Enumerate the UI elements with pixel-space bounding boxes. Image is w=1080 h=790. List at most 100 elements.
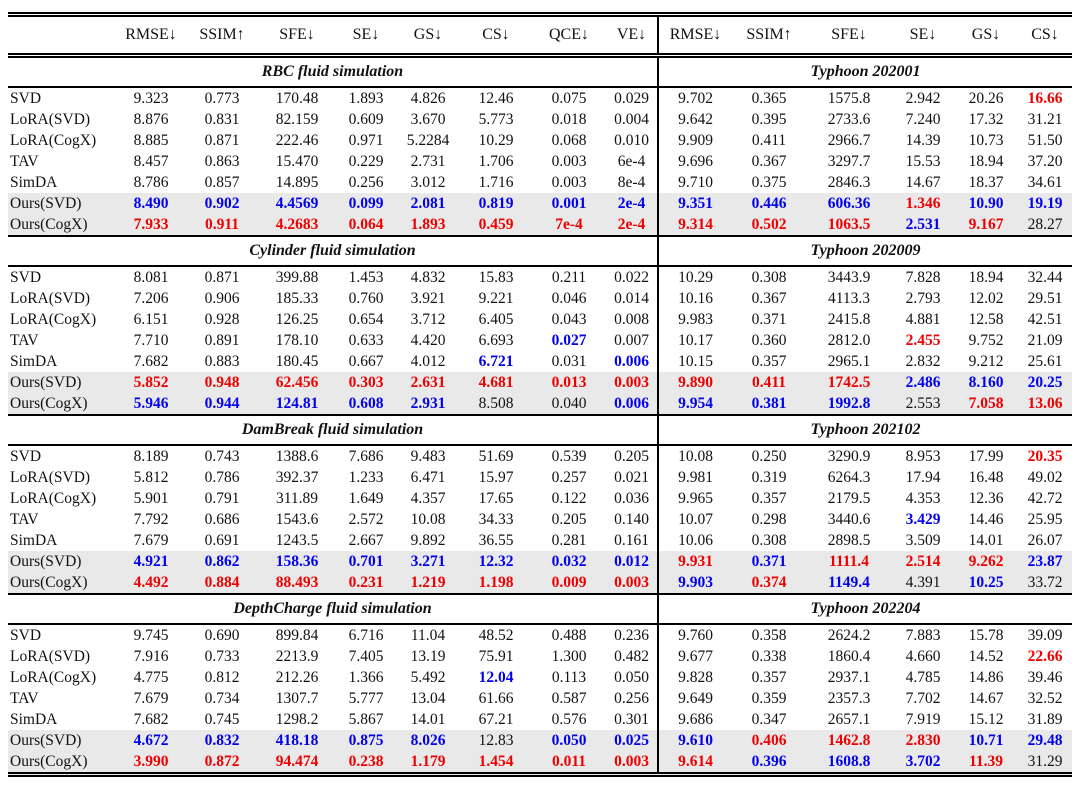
value-cell: 17.65 [478, 489, 514, 507]
value-cell: 9.221 [478, 289, 514, 307]
section-title-row: DepthCharge fluid simulation Typhoon 2022… [8, 593, 1072, 625]
value-cell: 0.303 [336, 372, 396, 393]
value-cell: 0.029 [614, 89, 649, 107]
method-column-header [8, 14, 116, 58]
value-cell: 1111.4 [806, 551, 892, 572]
value-cell: 0.374 [732, 572, 806, 594]
value-cell: 20.25 [1018, 372, 1072, 393]
value-cell: 8.457 [133, 152, 169, 170]
value-cell: 8.885 [133, 131, 169, 149]
method-cell: Ours(SVD) [8, 730, 116, 751]
value-cell: 0.667 [348, 352, 384, 370]
value-cell: 158.36 [258, 551, 336, 572]
value-cell: 0.010 [614, 131, 649, 149]
value-cell: 2.832 [905, 352, 941, 370]
value-cell: 0.308 [751, 531, 787, 549]
value-cell: 3290.9 [827, 447, 871, 465]
value-cell: 0.008 [614, 310, 649, 328]
value-cell: 0.733 [204, 647, 240, 665]
value-cell: 5.901 [133, 489, 169, 507]
value-cell: 14.46 [968, 510, 1004, 528]
value-cell: 0.319 [751, 468, 787, 486]
value-cell: 0.359 [751, 689, 787, 707]
section-title-left: DamBreak fluid simulation [8, 414, 658, 446]
value-cell: 5.867 [348, 710, 384, 728]
value-cell: 0.068 [551, 131, 587, 149]
value-cell: 4.420 [410, 331, 446, 349]
value-cell: 0.040 [532, 393, 606, 415]
value-cell: 1543.6 [275, 510, 319, 528]
value-cell: 0.011 [532, 751, 606, 775]
value-cell: 9.909 [657, 130, 732, 151]
value-cell: 5.2284 [406, 131, 450, 149]
value-cell: 32.52 [1027, 689, 1063, 707]
table-row: SVD 9.323 0.773 170.48 1.893 4.826 12.46 0.075 0… [8, 87, 1072, 109]
value-cell: 0.539 [551, 447, 587, 465]
value-cell: 6.693 [478, 331, 514, 349]
value-cell: 1.179 [396, 751, 460, 775]
value-cell: 1742.5 [806, 372, 892, 393]
table-row: LoRA(SVD) 5.812 0.786 392.37 1.233 6.471 15.97… [8, 467, 1072, 488]
value-cell: 4.2683 [258, 214, 336, 236]
value-cell: 1149.4 [806, 572, 892, 594]
value-cell: 0.256 [348, 173, 384, 191]
value-cell: 8.786 [133, 173, 169, 191]
value-cell: 15.470 [275, 152, 319, 170]
value-cell: 8.876 [133, 110, 169, 128]
value-cell: 23.87 [1018, 551, 1072, 572]
method-cell: TAV [10, 689, 39, 707]
value-cell: 1.649 [348, 489, 384, 507]
value-cell: 10.06 [657, 530, 732, 551]
value-cell: 2.931 [396, 393, 460, 415]
value-cell: 9.931 [657, 551, 732, 572]
value-cell: 3.712 [410, 310, 446, 328]
metric-header: VE↓ [606, 14, 658, 58]
method-cell: SVD [10, 89, 42, 107]
value-cell: 2966.7 [827, 131, 871, 149]
value-cell: 0.357 [751, 352, 787, 370]
table-row: LoRA(CogX) 5.901 0.791 311.89 1.649 4.357 17.6… [8, 488, 1072, 509]
value-cell: 0.406 [732, 730, 806, 751]
value-cell: 14.01 [410, 710, 446, 728]
value-cell: 0.831 [204, 110, 240, 128]
value-cell: 2937.1 [827, 668, 871, 686]
value-cell: 7.679 [133, 531, 169, 549]
value-cell: 33.72 [1018, 572, 1072, 594]
value-cell: 0.003 [606, 372, 658, 393]
method-cell: Ours(SVD) [8, 551, 116, 572]
value-cell: 0.832 [186, 730, 258, 751]
value-cell: 2e-4 [606, 193, 658, 214]
value-cell: 126.25 [275, 310, 319, 328]
value-cell: 7.686 [348, 447, 384, 465]
method-cell: LoRA(CogX) [10, 131, 97, 149]
value-cell: 0.043 [551, 310, 587, 328]
value-cell: 9.983 [657, 309, 732, 330]
value-cell: 0.036 [614, 489, 649, 507]
value-cell: 13.06 [1018, 393, 1072, 415]
value-cell: 51.69 [478, 447, 514, 465]
value-cell: 0.745 [204, 710, 240, 728]
method-cell: LoRA(CogX) [10, 310, 97, 328]
value-cell: 7.933 [116, 214, 186, 236]
table-row: Ours(SVD) 8.490 0.902 4.4569 0.099 2.081 0.819… [8, 193, 1072, 214]
value-cell: 9.351 [657, 193, 732, 214]
section-title-left: Cylinder fluid simulation [8, 235, 658, 267]
value-cell: 0.502 [732, 214, 806, 236]
value-cell: 0.003 [551, 152, 587, 170]
value-cell: 9.167 [954, 214, 1018, 236]
value-cell: 2357.3 [827, 689, 871, 707]
value-cell: 3.670 [410, 110, 446, 128]
value-cell: 1462.8 [806, 730, 892, 751]
value-cell: 18.37 [968, 173, 1004, 191]
value-cell: 10.25 [954, 572, 1018, 594]
value-cell: 7.916 [133, 647, 169, 665]
value-cell: 4.672 [116, 730, 186, 751]
table-row: LoRA(SVD) 7.916 0.733 2213.9 7.405 13.19 75.91… [8, 646, 1072, 667]
value-cell: 0.014 [614, 289, 649, 307]
value-cell: 0.229 [348, 152, 384, 170]
value-cell: 21.09 [1027, 331, 1063, 349]
method-cell: LoRA(SVD) [10, 647, 91, 665]
value-cell: 9.483 [410, 447, 446, 465]
value-cell: 6.151 [133, 310, 169, 328]
value-cell: 42.72 [1027, 489, 1063, 507]
